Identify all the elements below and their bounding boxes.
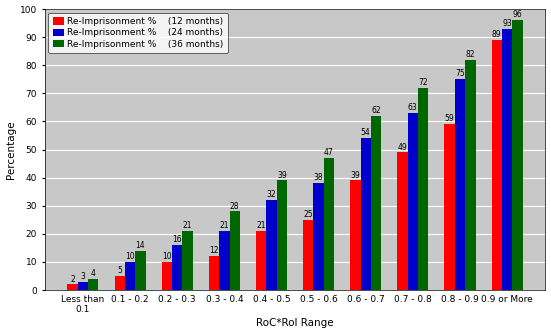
Text: 75: 75 xyxy=(455,69,465,78)
Text: 59: 59 xyxy=(445,115,455,123)
Bar xyxy=(78,282,88,290)
Text: 54: 54 xyxy=(361,129,371,138)
Bar xyxy=(303,220,314,290)
Bar xyxy=(115,276,125,290)
Text: 38: 38 xyxy=(314,173,323,182)
Bar xyxy=(161,262,172,290)
Text: 10: 10 xyxy=(162,252,172,261)
Text: 39: 39 xyxy=(350,171,360,180)
Bar xyxy=(172,245,182,290)
Text: 21: 21 xyxy=(220,221,229,230)
Text: 47: 47 xyxy=(324,148,334,157)
Text: 2: 2 xyxy=(70,275,75,284)
Bar xyxy=(324,158,334,290)
Text: 16: 16 xyxy=(172,235,182,244)
Bar xyxy=(512,20,523,290)
Bar xyxy=(502,29,512,290)
Text: 39: 39 xyxy=(277,171,287,180)
Bar xyxy=(182,231,193,290)
Bar xyxy=(209,256,219,290)
Text: 25: 25 xyxy=(304,210,313,219)
Bar xyxy=(88,279,99,290)
Text: 96: 96 xyxy=(512,10,522,19)
Text: 93: 93 xyxy=(503,19,512,28)
Bar xyxy=(266,200,277,290)
Legend: Re-Imprisonment %    (12 months), Re-Imprisonment %    (24 months), Re-Imprisonm: Re-Imprisonment % (12 months), Re-Impris… xyxy=(48,13,228,53)
Bar xyxy=(418,88,429,290)
Text: 89: 89 xyxy=(492,30,501,39)
Text: 28: 28 xyxy=(230,201,240,210)
Text: 49: 49 xyxy=(398,143,407,152)
Text: 63: 63 xyxy=(408,103,418,112)
Text: 5: 5 xyxy=(117,266,122,275)
Text: 12: 12 xyxy=(209,246,219,256)
Bar xyxy=(256,231,266,290)
Text: 21: 21 xyxy=(256,221,266,230)
Text: 72: 72 xyxy=(418,78,428,87)
Bar xyxy=(465,60,476,290)
Bar xyxy=(314,183,324,290)
Text: 62: 62 xyxy=(371,106,381,115)
Bar xyxy=(491,40,502,290)
Bar xyxy=(360,138,371,290)
Bar xyxy=(408,113,418,290)
Bar xyxy=(135,251,145,290)
Text: 82: 82 xyxy=(466,50,475,59)
Bar xyxy=(125,262,135,290)
Text: 21: 21 xyxy=(183,221,192,230)
Text: 3: 3 xyxy=(80,272,85,281)
Bar xyxy=(350,180,360,290)
Text: 4: 4 xyxy=(91,269,96,278)
X-axis label: RoC*RoI Range: RoC*RoI Range xyxy=(256,318,334,328)
Text: 10: 10 xyxy=(125,252,135,261)
Bar xyxy=(67,284,78,290)
Bar xyxy=(230,211,240,290)
Text: 14: 14 xyxy=(136,241,145,250)
Text: 32: 32 xyxy=(267,190,276,199)
Bar xyxy=(371,116,381,290)
Bar xyxy=(219,231,230,290)
Bar xyxy=(397,152,408,290)
Bar xyxy=(455,79,465,290)
Y-axis label: Percentage: Percentage xyxy=(6,120,15,179)
Bar xyxy=(445,124,455,290)
Bar xyxy=(277,180,287,290)
